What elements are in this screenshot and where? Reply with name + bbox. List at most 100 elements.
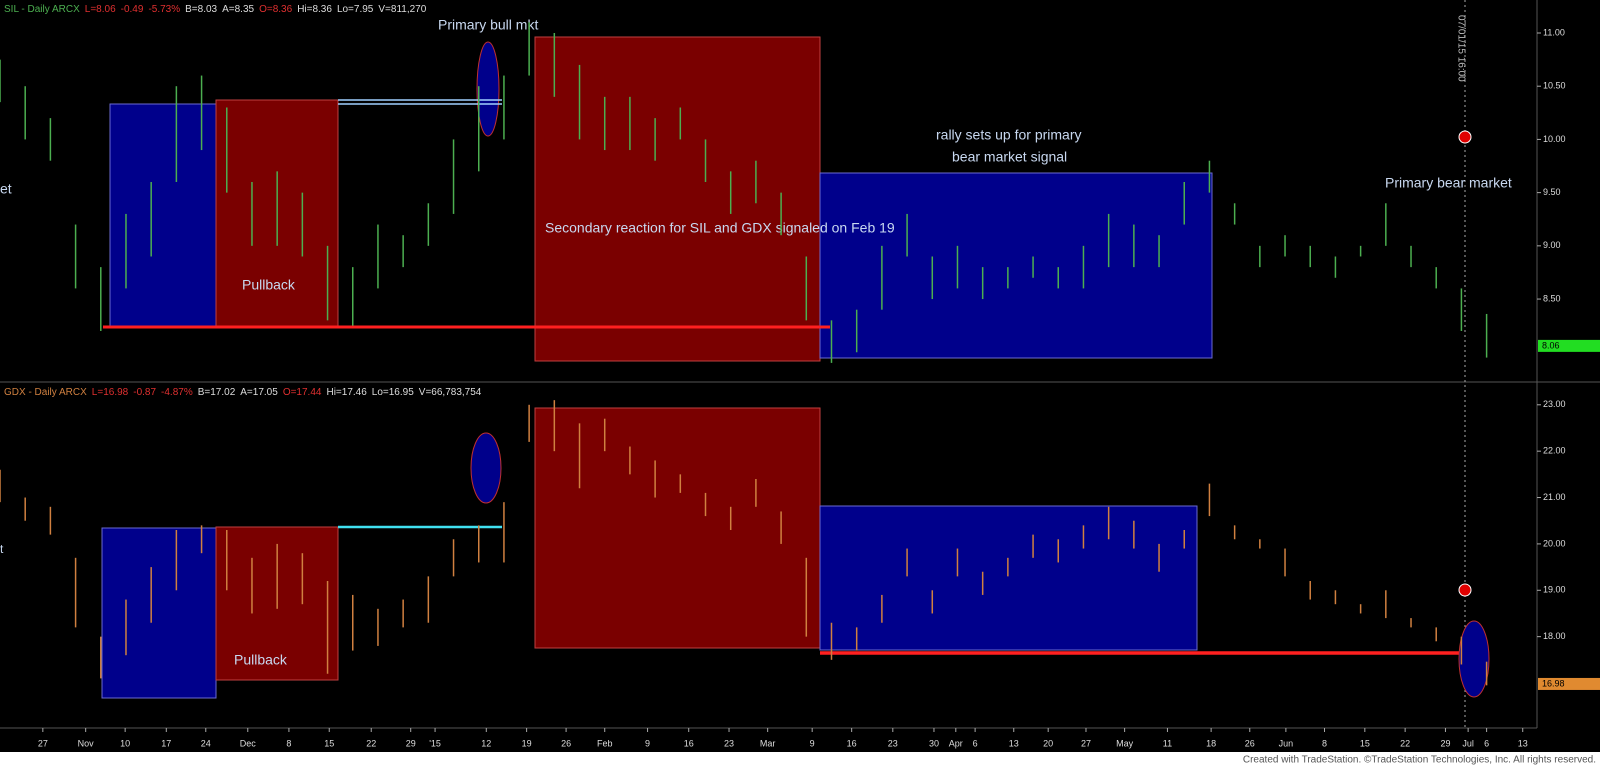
x-tick-label: 13 — [1518, 738, 1528, 748]
reaction-box — [534, 407, 821, 649]
header-item: B=17.02 — [198, 387, 236, 398]
y-tick-label: 10.50 — [1543, 81, 1566, 91]
panel-header: SIL - Daily ARCX L=8.06 -0.49 -5.73% B=8.03 A… — [4, 4, 427, 15]
x-tick-label: 9 — [645, 738, 650, 748]
x-tick-label: 22 — [1400, 738, 1410, 748]
x-tick-label: 13 — [1009, 738, 1019, 748]
x-tick-label: 22 — [366, 738, 376, 748]
x-tick-label: 12 — [481, 738, 491, 748]
x-tick-label: 29 — [406, 738, 416, 748]
x-tick-label: 10 — [120, 738, 130, 748]
x-tick-label: 18 — [1206, 738, 1216, 748]
y-tick-label: 19.00 — [1543, 585, 1566, 595]
annotation: rally sets up for primary — [936, 127, 1081, 143]
x-tick-label: Apr — [949, 738, 963, 748]
header-item: Hi=8.36 — [297, 4, 332, 15]
y-tick-label: 23.00 — [1543, 399, 1566, 409]
header-item: -0.87 — [133, 387, 156, 398]
x-tick-label: 30 — [929, 738, 939, 748]
cursor-label: 07/01/15 16:00 — [1455, 15, 1466, 82]
header-item: GDX - Daily ARCX — [4, 387, 87, 398]
header-item: SIL - Daily ARCX — [4, 4, 80, 15]
rally-box — [819, 505, 1198, 651]
x-tick-label: 19 — [522, 738, 532, 748]
highlight-ellipse — [470, 432, 502, 504]
header-item: O=17.44 — [283, 387, 322, 398]
annotation: Primary bear market — [1385, 175, 1512, 191]
header-item: -4.87% — [161, 387, 193, 398]
header-item: -0.49 — [121, 4, 144, 15]
highlight-ellipse — [1458, 620, 1490, 698]
x-tick-label: May — [1116, 738, 1134, 748]
x-tick-label: 15 — [1360, 738, 1370, 748]
x-tick-label: 29 — [1440, 738, 1450, 748]
x-tick-label: 6 — [973, 738, 978, 748]
x-tick-label: Feb — [597, 738, 613, 748]
header-item: V=66,783,754 — [419, 387, 482, 398]
x-tick-label: '15 — [429, 738, 441, 748]
x-tick-label: 16 — [847, 738, 857, 748]
edge-text: et — [0, 181, 12, 197]
x-tick-label: 27 — [38, 738, 48, 748]
header-item: L=8.06 — [85, 4, 116, 15]
last-price-box — [1538, 677, 1600, 690]
annotation: bear market signal — [952, 149, 1067, 165]
reaction-box — [534, 36, 821, 362]
x-tick-label: 6 — [1484, 738, 1489, 748]
y-tick-label: 20.00 — [1543, 538, 1566, 548]
y-tick-label: 9.50 — [1543, 187, 1561, 197]
y-tick-label: 10.00 — [1543, 134, 1566, 144]
annotation: Primary bull mkt — [438, 17, 538, 33]
header-item: O=8.36 — [259, 4, 293, 15]
annotation: Pullback — [242, 277, 296, 293]
x-tick-label: Dec — [240, 738, 257, 748]
x-tick-label: Nov — [78, 738, 95, 748]
annotation: Secondary reaction for SIL and GDX signa… — [545, 220, 895, 236]
y-tick-label: 9.00 — [1543, 240, 1561, 250]
x-tick-label: Jun — [1279, 738, 1294, 748]
header-item: Lo=7.95 — [337, 4, 374, 15]
x-tick-label: 11 — [1163, 738, 1172, 748]
y-tick-label: 8.50 — [1543, 293, 1561, 303]
header-item: A=17.05 — [240, 387, 278, 398]
highlight-ellipse — [476, 41, 500, 137]
header-item: L=16.98 — [92, 387, 129, 398]
x-tick-label: 16 — [684, 738, 694, 748]
panel-header: GDX - Daily ARCX L=16.98 -0.87 -4.87% B=17.0… — [4, 387, 482, 398]
x-tick-label: 27 — [1081, 738, 1091, 748]
header-item: V=811,270 — [378, 4, 426, 15]
footer: Created with TradeStation. ©TradeStation… — [1243, 755, 1596, 766]
last-price-label: 16.98 — [1542, 678, 1565, 688]
x-tick-label: 20 — [1043, 738, 1053, 748]
x-tick-label: 26 — [1245, 738, 1255, 748]
y-tick-label: 22.00 — [1543, 446, 1566, 456]
x-tick-label: 26 — [561, 738, 571, 748]
rally-box — [819, 172, 1213, 359]
rally-box — [101, 527, 217, 699]
x-tick-label: 23 — [888, 738, 898, 748]
header-item: Lo=16.95 — [372, 387, 414, 398]
signal-marker — [1458, 583, 1472, 597]
x-tick-label: Mar — [760, 738, 776, 748]
y-tick-label: 11.00 — [1543, 27, 1565, 37]
header-item: -5.73% — [148, 4, 180, 15]
signal-marker — [1458, 130, 1472, 144]
footer-strip — [0, 752, 1600, 767]
last-price-label: 8.06 — [1542, 340, 1560, 350]
x-tick-label: 24 — [201, 738, 211, 748]
header-item: B=8.03 — [185, 4, 217, 15]
x-tick-label: 8 — [1322, 738, 1327, 748]
y-tick-label: 21.00 — [1543, 492, 1566, 502]
last-price-box — [1538, 339, 1600, 352]
y-tick-label: 18.00 — [1543, 631, 1566, 641]
x-tick-label: 8 — [286, 738, 291, 748]
x-tick-label: 9 — [810, 738, 815, 748]
edge-text: t — [0, 542, 4, 556]
x-tick-label: 15 — [324, 738, 334, 748]
header-item: Hi=17.46 — [326, 387, 367, 398]
header-item: A=8.35 — [222, 4, 254, 15]
x-tick-label: 17 — [161, 738, 171, 748]
x-tick-label: 23 — [724, 738, 734, 748]
